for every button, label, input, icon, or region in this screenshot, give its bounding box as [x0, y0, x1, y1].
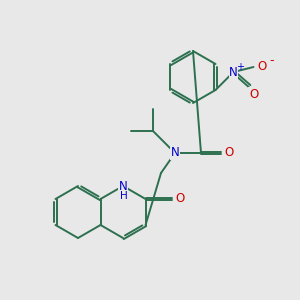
Text: O: O — [175, 193, 184, 206]
Text: O: O — [249, 88, 258, 100]
Text: -: - — [269, 55, 274, 68]
Text: H: H — [120, 191, 128, 201]
Text: N: N — [229, 65, 238, 79]
Text: O: O — [224, 146, 234, 160]
Text: O: O — [257, 61, 266, 74]
Text: +: + — [236, 62, 244, 72]
Text: N: N — [171, 146, 179, 160]
Text: N: N — [119, 179, 128, 193]
